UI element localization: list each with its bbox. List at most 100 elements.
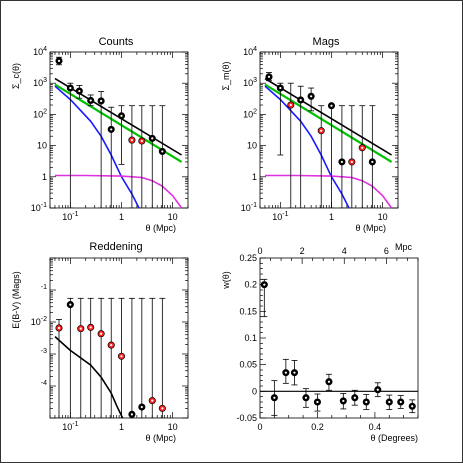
counts-y-tick-label: 102 [33,108,47,119]
counts-x-tick-label: 10-1 [62,211,78,222]
correlation-y-tick-label: -0.05 [236,413,257,423]
mags-data-point-center [279,86,282,90]
counts-data-point-center [89,99,92,102]
correlation-y-axis-label: w(θ) [221,271,231,290]
mags-y-tick-label: 10 [247,141,257,151]
mags-data-point-center [340,160,344,164]
correlation-data-point-center [304,396,308,399]
counts-data-point-center [69,86,72,90]
correlation-x-tick-label: 0.4 [369,422,382,432]
reddening-y-tick-label: 10-2 [31,316,47,327]
counts-plot-area [54,56,183,208]
counts-data-point-center [57,59,61,62]
correlation-data-point-center [353,396,356,399]
mags-data-point-center [267,75,271,78]
mags-magenta-curve [265,174,393,208]
counts-magenta-curve [55,174,183,208]
correlation-x-tick-label: 0 [257,422,262,432]
counts-data-point-center [78,89,81,93]
counts-x-tick-label: 10 [168,212,178,222]
mags-y-tick-label: 104 [243,46,257,57]
correlation-data-point-center [327,380,331,383]
reddening-x-tick-label: 10 [168,422,178,432]
counts-data-point-center [110,128,113,131]
correlation-y-tick-label: 0.25 [239,253,257,263]
counts-data-point-center [140,139,143,143]
reddening-data-point-center [110,343,113,347]
correlation-data-point-center [411,405,414,408]
correlation-top-tick-label: 6 [384,246,389,256]
correlation-data-point-center [342,399,345,403]
counts-x-tick-label: 1 [119,212,124,222]
reddening-x-tick-label: 1 [119,422,124,432]
counts-data-point-center [130,139,134,142]
correlation-plot-area [260,278,418,416]
correlation-data-point-center [273,396,276,399]
counts-y-axis-label: Σ_c(θ) [11,63,21,89]
correlation-y-tick-label: 0.05 [239,360,257,370]
counts-y-tick-label: 10-1 [31,202,47,213]
mags-green-curve [264,83,393,163]
mags-plot-area [264,72,393,208]
correlation-data-point-center [263,283,266,286]
mags-data-point-center [361,146,364,149]
reddening-y-tick-label: -1 [41,284,47,291]
counts-y-tick-label: 103 [33,77,47,88]
counts-blue-curve [54,85,140,208]
reddening-y-tick-label: -4 [41,380,47,387]
reddening-data-point-center [100,332,103,335]
correlation-data-point-center [376,388,379,391]
correlation-top-tick-label: 0 [257,246,262,256]
reddening-data-point-center [57,326,61,330]
reddening-data-point-center [69,303,72,306]
counts-y-tick-label: 10 [37,141,47,151]
correlation-data-point-center [399,400,402,404]
mags-y-axis-label: Σ_m(θ) [221,61,231,90]
correlation-x-axis-label: θ (Degrees) [370,433,418,443]
mags-data-point-center [320,129,323,132]
mags-x-tick-label: 10 [378,212,388,222]
mags-data-point-center [289,103,292,107]
reddening-y-axis-label: E(B-V) (Mags) [11,271,21,329]
correlation-top-axis-label: Mpc [395,242,413,252]
reddening-data-point-center [161,407,164,410]
correlation-top-tick-label: 4 [342,246,347,256]
mags-y-tick-label: 103 [243,77,257,88]
mags-title: Mags [313,36,340,48]
counts-y-tick-label: 104 [33,46,47,57]
reddening-y-tick-label: -3 [41,348,47,355]
reddening-title: Reddening [89,241,142,253]
correlation-y-tick-label: 0.1 [244,333,257,343]
mags-data-point-center [310,95,313,98]
reddening-data-point-center [140,405,143,409]
counts-title: Counts [99,36,134,48]
reddening-data-point-center [89,326,92,329]
correlation-data-point-center [293,371,296,374]
counts-data-point-center [151,137,154,140]
correlation-data-point-center [284,371,287,374]
mags-data-point-center [371,160,374,164]
correlation-data-point-center [316,400,319,404]
correlation-y-tick-label: 0.2 [244,280,257,290]
reddening-data-point-center [79,327,82,330]
correlation-y-tick-label: 0.15 [239,306,257,316]
mags-data-point-center [330,104,333,107]
counts-x-axis-label: θ (Mpc) [145,223,176,233]
mags-panel: Mags θ (Mpc) Σ_m(θ) 10-1 1 101041031021011… [221,36,399,233]
reddening-x-tick-label: 10-1 [62,421,78,432]
mags-y-tick-label: 102 [243,108,257,119]
correlation-data-point-center [388,400,391,404]
correlation-panel: Mpc θ (Degrees) w(θ) 0 0.2 0.4 0.25 0.2 0.15 0… [221,242,419,443]
counts-data-point-center [120,114,123,117]
counts-panel: Counts θ (Mpc) Σ_c(θ) 10-1 1 10 104 103 102 10… [11,36,189,233]
counts-data-point-center [100,99,103,103]
reddening-x-axis-label: θ (Mpc) [145,433,176,443]
mags-x-axis-label: θ (Mpc) [355,223,386,233]
mags-y-tick-label: 10-1 [241,202,257,213]
correlation-top-tick-label: 2 [300,246,305,256]
reddening-data-point-center [130,413,134,416]
reddening-data-point-center [151,399,154,402]
mags-black-curve [264,77,393,156]
correlation-x-tick-label: 0.2 [311,422,324,432]
